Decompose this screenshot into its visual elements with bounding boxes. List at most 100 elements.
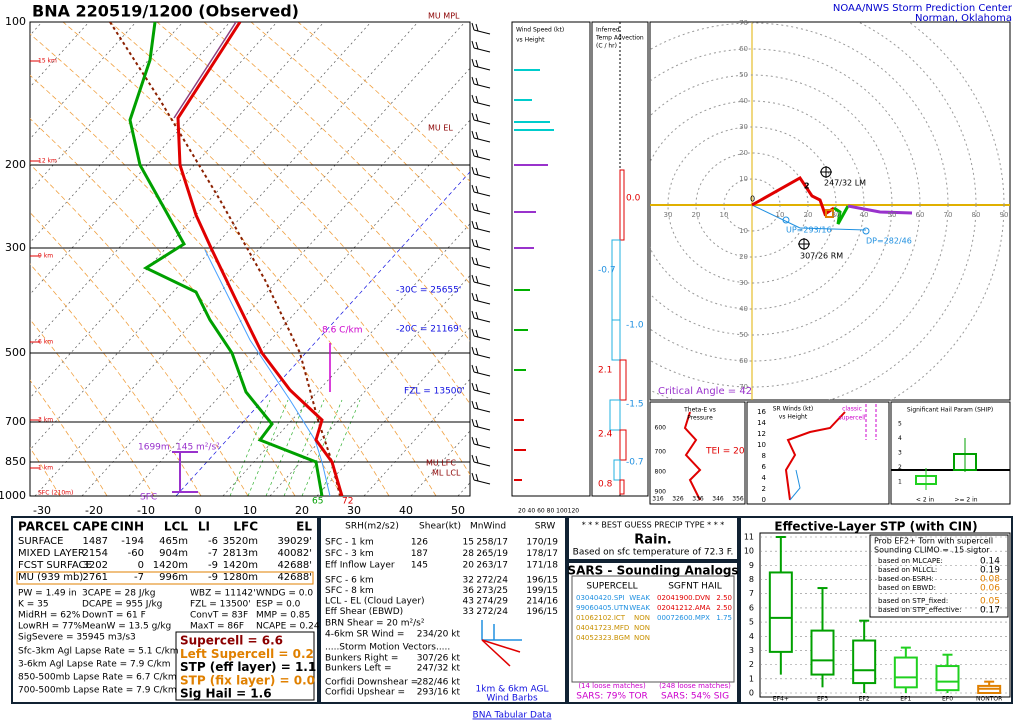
hodo-x-tick: 70 <box>944 211 953 219</box>
temperature-label: -10 <box>137 504 155 517</box>
analog: 02041900.DVN <box>657 594 710 602</box>
hodo-label: 0 <box>750 195 755 204</box>
kin-cell: 199/15 <box>526 586 558 596</box>
stp-category: NONTOR <box>976 696 1002 703</box>
kin-cell: 258/17 <box>476 538 508 548</box>
label: (14 loose matches) <box>578 682 646 690</box>
kin-cell: 43 <box>463 597 474 607</box>
barb-flag <box>475 185 479 194</box>
barb-staff <box>473 263 491 269</box>
hodo-y-tick: 60 <box>739 45 748 53</box>
label: 234/20 kt <box>417 630 461 640</box>
box <box>935 665 960 692</box>
srw-tick: 10 <box>757 441 766 449</box>
temperature-label: -30 <box>33 504 51 517</box>
theta-tick: 316 <box>652 496 664 503</box>
barb-staff <box>473 353 491 359</box>
hodo-y-tick: 20 <box>739 149 748 157</box>
kin-header: SRH(m2/s2) <box>345 522 399 532</box>
barb-flag <box>471 148 475 157</box>
isotherm <box>30 22 372 399</box>
skewt-annotation: MU MPL <box>428 12 460 21</box>
small-panel-traces <box>683 404 1010 501</box>
frames <box>11 21 1013 704</box>
stp-row-label: based on STP_effective: <box>878 606 962 614</box>
barb-flag <box>471 58 475 67</box>
hodo-y-tick: 60 <box>739 357 748 365</box>
barb-flag <box>471 472 475 481</box>
label: (248 loose matches) <box>659 682 731 690</box>
motion-label: Corfidi Upshear = <box>325 688 405 698</box>
analog: 04052323.BGM <box>576 634 630 642</box>
index-cell: ESP = 0.0 <box>256 600 301 610</box>
temperature-label: 20 <box>295 504 309 517</box>
label: vs Height <box>779 414 808 421</box>
index-cell: PW = 1.49 in <box>18 589 77 599</box>
kin-cell: 170/19 <box>526 538 558 548</box>
isotherm <box>81 67 470 496</box>
isotherm <box>34 22 466 496</box>
dewpoint-profile <box>128 22 324 496</box>
parcel-cell: -9 <box>208 572 218 583</box>
hodo-x-tick: 10 <box>720 211 729 219</box>
tabular-data-link[interactable]: BNA Tabular Data <box>473 711 552 721</box>
isotherm <box>316 326 470 496</box>
isotherm <box>30 22 419 451</box>
kin-cell: 126 <box>411 538 428 548</box>
barb-staff <box>473 245 491 251</box>
barb-flag <box>471 238 475 247</box>
barb-flag <box>471 22 475 31</box>
range-ring <box>650 74 893 336</box>
index-cell: WBZ = 11142' <box>190 589 256 599</box>
index-cell: ConvT = 83F <box>190 611 248 621</box>
barb-staff <box>473 155 491 161</box>
srw-tick: 12 <box>757 430 766 438</box>
kin-cell: 272/24 <box>476 607 508 617</box>
hodo-label: 2 <box>804 182 810 191</box>
label: Wind Barbs <box>486 694 538 704</box>
temperature-upper <box>173 22 237 119</box>
dry-adiabat <box>30 33 437 496</box>
kin-cell: 32 <box>463 576 474 586</box>
mixing-ratio <box>301 399 343 496</box>
stp-y-tick: 1 <box>749 674 754 683</box>
skewt-annotation: MU EL <box>428 124 453 133</box>
parcel-cell: -6 <box>208 536 218 547</box>
kin-header: SRW <box>535 522 556 532</box>
analog: WEAK <box>629 604 650 612</box>
parcel-cell: 2813m <box>223 548 258 559</box>
parcel-cell: 42688' <box>277 560 312 571</box>
box <box>893 656 918 689</box>
parcel-cell: -9 <box>208 560 218 571</box>
stp-category: EF4+ <box>773 696 789 703</box>
range-ring <box>695 152 809 258</box>
stp-row-label: based on MLCAPE: <box>878 557 943 565</box>
mixing-ratio <box>247 399 289 496</box>
temperature-label: 50 <box>451 504 465 517</box>
barb-flag <box>475 77 479 86</box>
parcel-cell: 0 <box>138 560 144 571</box>
temperature-profile <box>176 22 344 496</box>
range-ring <box>650 22 949 388</box>
index-cell: MMP = 0.85 <box>256 611 310 621</box>
kin-cell: Eff Inflow Layer <box>325 561 395 571</box>
skewt-annotation: -20C = 21169' <box>396 325 461 335</box>
kin-cell: 171/18 <box>526 561 558 571</box>
skewt-annotation: 65 <box>312 497 323 507</box>
stp-y-tick: 8 <box>749 575 754 584</box>
parcel-cell: 1487 <box>83 536 108 547</box>
label: .....Storm Motion Vectors..... <box>325 643 450 653</box>
motion-value: 247/32 kt <box>417 664 461 674</box>
stp-y-tick: 9 <box>749 561 754 570</box>
label: TEI = 20 <box>705 447 745 457</box>
label: Based on sfc temperature of 72.3 F. <box>573 548 734 558</box>
label: SigSevere = 35945 m3/s3 <box>18 633 136 643</box>
barb-staff <box>473 227 491 233</box>
lapse-rate: Sfc-3km Agl Lapse Rate = 5.1 C/km <box>18 647 179 657</box>
parcel-header: EL <box>296 520 312 534</box>
stp-y-tick: 5 <box>749 618 754 627</box>
barb-staff <box>473 65 491 71</box>
skewt-annotation: MU LFC <box>426 459 456 468</box>
isotherm <box>363 378 470 496</box>
